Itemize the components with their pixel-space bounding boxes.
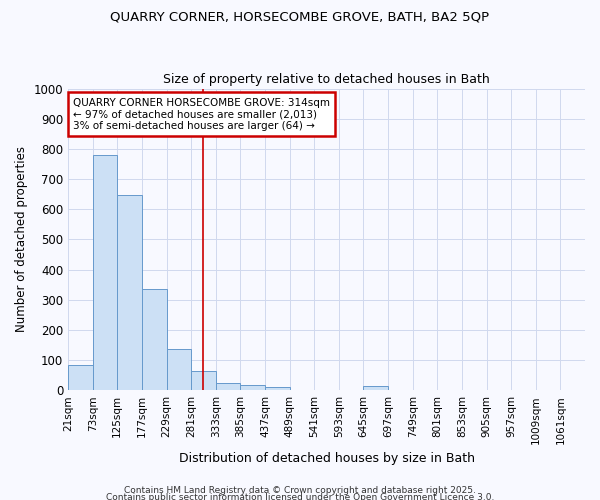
Bar <box>216 382 241 390</box>
X-axis label: Distribution of detached houses by size in Bath: Distribution of detached houses by size … <box>179 452 475 465</box>
Text: Contains HM Land Registry data © Crown copyright and database right 2025.: Contains HM Land Registry data © Crown c… <box>124 486 476 495</box>
Title: Size of property relative to detached houses in Bath: Size of property relative to detached ho… <box>163 73 490 86</box>
Bar <box>265 387 290 390</box>
Bar <box>117 194 142 390</box>
Bar <box>167 349 191 390</box>
Text: QUARRY CORNER, HORSECOMBE GROVE, BATH, BA2 5QP: QUARRY CORNER, HORSECOMBE GROVE, BATH, B… <box>110 10 490 23</box>
Bar <box>364 386 388 390</box>
Bar <box>191 372 216 390</box>
Bar <box>142 289 167 390</box>
Text: Contains public sector information licensed under the Open Government Licence 3.: Contains public sector information licen… <box>106 494 494 500</box>
Y-axis label: Number of detached properties: Number of detached properties <box>15 146 28 332</box>
Bar <box>68 365 92 390</box>
Bar <box>92 155 117 390</box>
Text: QUARRY CORNER HORSECOMBE GROVE: 314sqm
← 97% of detached houses are smaller (2,0: QUARRY CORNER HORSECOMBE GROVE: 314sqm ←… <box>73 98 330 131</box>
Bar <box>241 385 265 390</box>
